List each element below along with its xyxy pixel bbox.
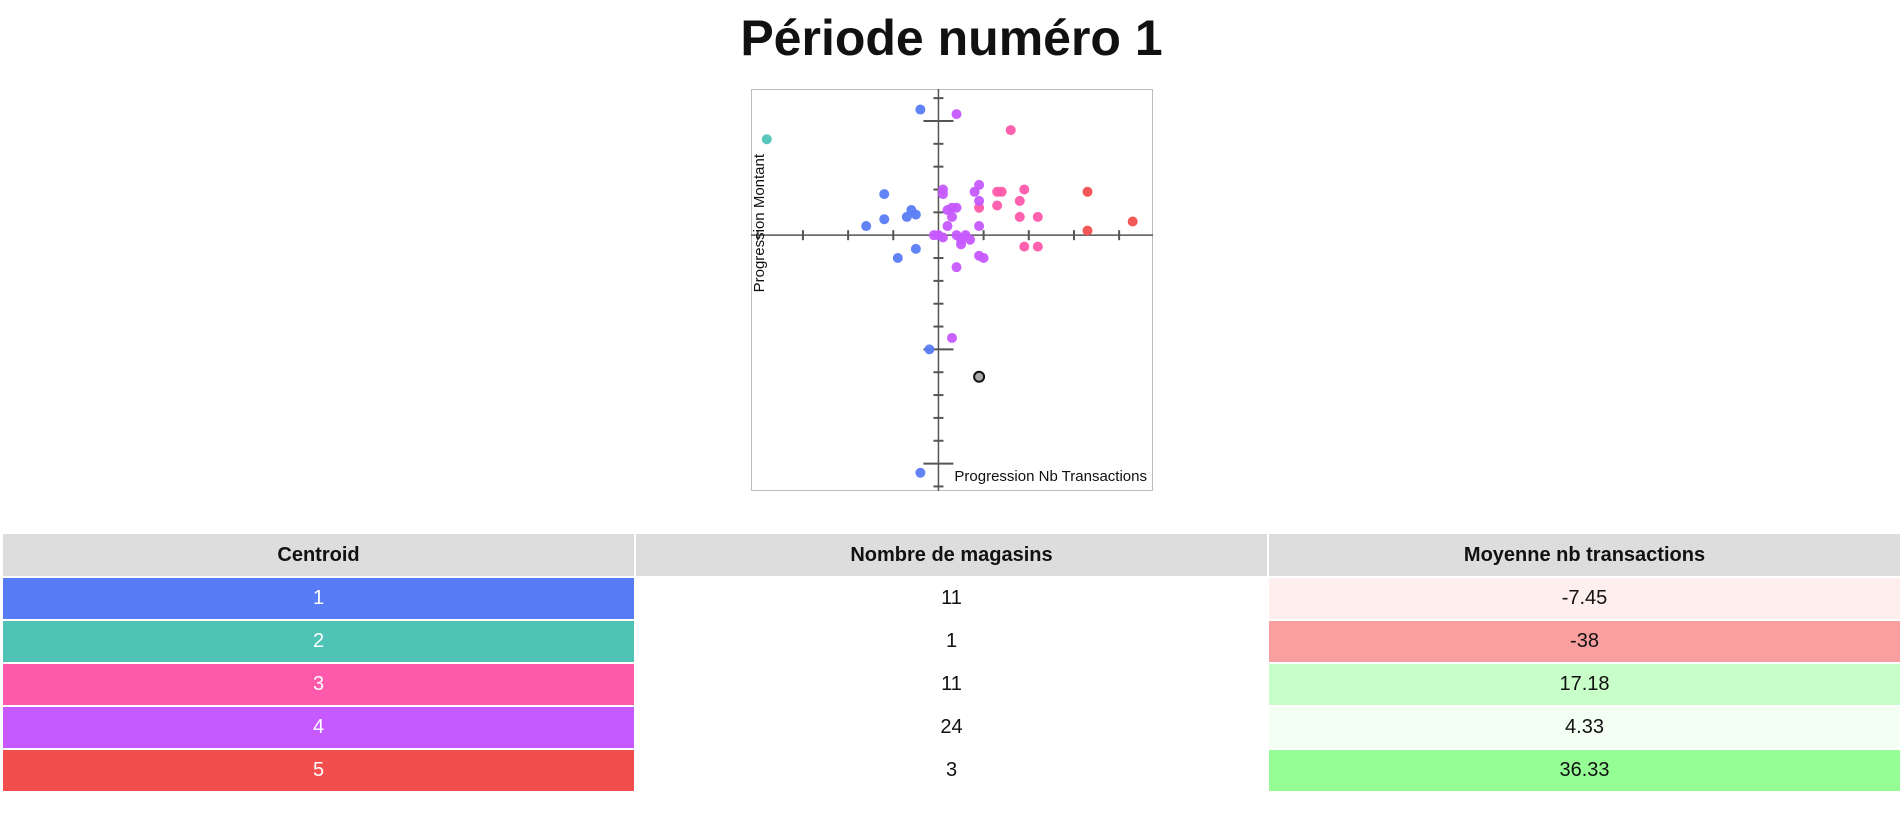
data-point-cluster-2: [761, 134, 772, 145]
centroid-cell: 2: [3, 621, 634, 662]
data-point-cluster-1: [892, 253, 903, 264]
data-point-cluster-1: [910, 243, 921, 254]
header-mean-transactions: Moyenne nb transactions: [1269, 534, 1900, 576]
data-point-cluster-4: [937, 189, 948, 200]
data-point-cluster-4: [969, 186, 980, 197]
data-point-cluster-5: [1082, 225, 1093, 236]
store-count-cell: 1: [945, 630, 958, 652]
data-point-cluster-3: [992, 200, 1003, 211]
data-point-cluster-3: [1032, 241, 1043, 252]
data-point-cluster-3: [1019, 184, 1030, 195]
data-point-cluster-1: [901, 211, 912, 222]
centroid-table: Centroid Nombre de magasins Moyenne nb t…: [1, 532, 1902, 793]
mean-transactions-cell: -7.45: [1269, 578, 1900, 619]
data-point-cluster-3: [1014, 211, 1025, 222]
data-point-cluster-4: [978, 253, 989, 264]
data-points: [761, 104, 1138, 478]
scatter-chart: Progression Nb Transactions Progression …: [751, 89, 1153, 491]
data-point-cluster-3: [974, 202, 985, 213]
x-axis-label: Progression Nb Transactions: [954, 468, 1147, 485]
plot-frame: [751, 89, 1153, 491]
table-header-row: Centroid Nombre de magasins Moyenne nb t…: [3, 534, 1900, 576]
store-count-cell: 24: [940, 716, 963, 738]
table-row: 4 24 4.33: [3, 707, 1900, 748]
table-row: 5 3 36.33: [3, 750, 1900, 791]
y-axis-label: Progression Montant: [751, 153, 768, 292]
header-centroid: Centroid: [3, 534, 634, 576]
data-point-cluster-3: [1014, 195, 1025, 206]
mean-transactions-cell: -38: [1269, 621, 1900, 662]
header-store-count: Nombre de magasins: [636, 534, 1267, 576]
data-point-cluster-3: [1032, 211, 1043, 222]
data-point-cluster-4: [947, 332, 957, 343]
data-point-cluster-1: [910, 209, 921, 220]
data-point-cluster-1: [879, 214, 890, 225]
store-count-cell: 11: [941, 587, 962, 609]
data-point-cluster-1: [915, 104, 926, 115]
data-point-cluster-1: [879, 189, 890, 200]
data-point-cluster-4: [951, 202, 962, 213]
mean-transactions-cell: 36.33: [1269, 750, 1900, 791]
mean-transactions-cell: 4.33: [1269, 707, 1900, 748]
data-point-cluster-5: [1082, 186, 1093, 197]
page-title: Période numéro 1: [740, 10, 1163, 66]
data-point-cluster-3: [996, 186, 1007, 197]
data-point-cluster-5: [1127, 216, 1138, 227]
data-point-cluster-4: [947, 211, 957, 222]
data-point-cluster-4: [928, 230, 939, 241]
data-point-cluster-4: [951, 262, 962, 273]
highlighted-point: [973, 370, 986, 383]
data-point-cluster-4: [965, 234, 976, 245]
store-count-cell: 11: [941, 673, 962, 695]
data-point-cluster-3: [1019, 241, 1030, 252]
table-row: 1 11 -7.45: [3, 578, 1900, 619]
centroid-cell: 4: [3, 707, 634, 748]
mean-transactions-cell: 17.18: [1269, 664, 1900, 705]
store-count-cell: 3: [945, 759, 958, 781]
data-point-cluster-4: [951, 109, 962, 120]
data-point-cluster-4: [942, 221, 953, 232]
data-point-cluster-1: [915, 467, 926, 478]
data-point-cluster-1: [924, 344, 935, 355]
data-point-cluster-3: [1005, 125, 1016, 136]
centroid-cell: 3: [3, 664, 634, 705]
centroid-cell: 1: [3, 578, 634, 619]
data-point-cluster-4: [974, 195, 985, 206]
data-point-cluster-1: [861, 221, 872, 232]
table-row: 2 1 -38: [3, 621, 1900, 662]
data-point-cluster-4: [956, 239, 967, 250]
data-point-cluster-4: [974, 221, 985, 232]
table-row: 3 11 17.18: [3, 664, 1900, 705]
centroid-cell: 5: [3, 750, 634, 791]
